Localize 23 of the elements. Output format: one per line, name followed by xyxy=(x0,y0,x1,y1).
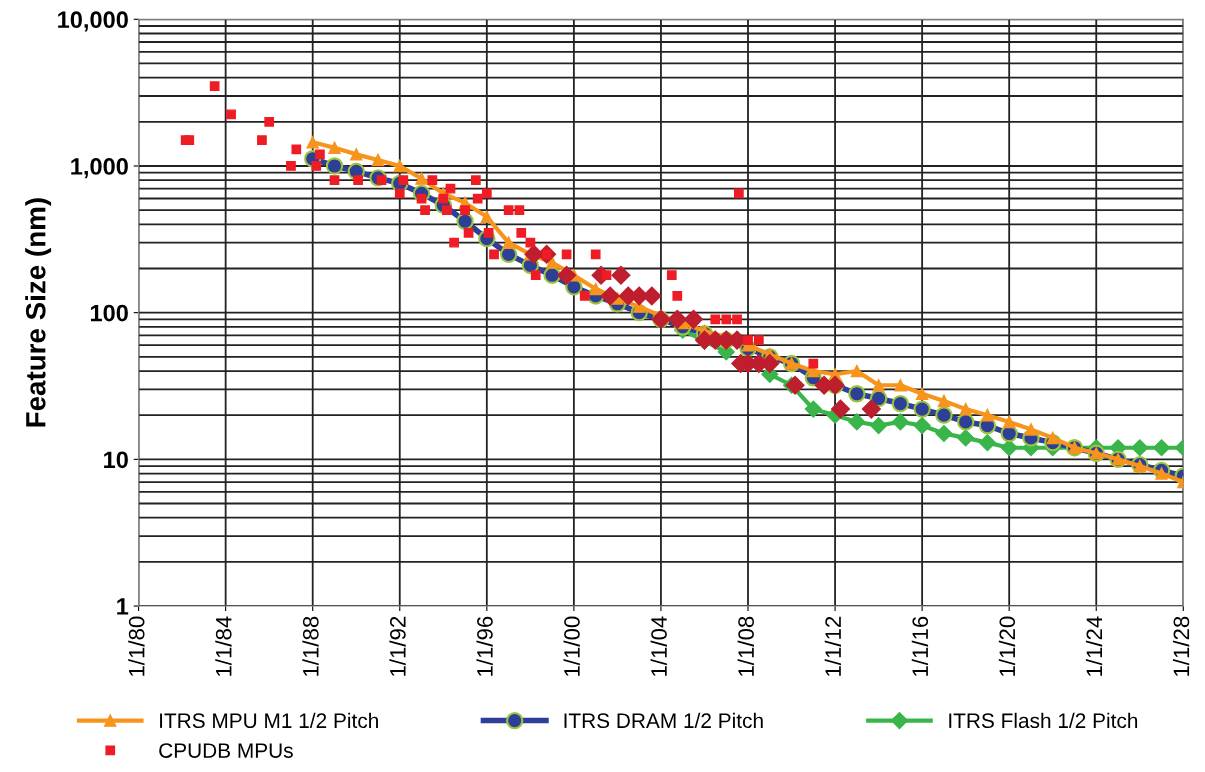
x-tick-label: 1/1/00 xyxy=(563,616,580,676)
x-tick-label: 1/1/88 xyxy=(302,616,319,676)
y-tick-label: 1 xyxy=(117,598,129,615)
y-tick-label: 10,000 xyxy=(58,11,128,32)
legend-label: ITRS DRAM 1/2 Pitch xyxy=(564,712,763,729)
x-tick-label: 1/1/04 xyxy=(650,616,667,676)
x-tick-label: 1/1/20 xyxy=(998,616,1016,676)
y-tick-label: 10 xyxy=(104,451,128,469)
legend-label: CPUDB MPUs xyxy=(159,743,293,758)
legend-label: ITRS Flash 1/2 Pitch xyxy=(949,712,1138,729)
x-tick-label: 1/1/08 xyxy=(737,616,754,676)
x-tick-label: 1/1/28 xyxy=(1172,616,1190,676)
x-tick-label: 1/1/80 xyxy=(128,616,145,676)
y-axis-title: Feature Size (nm) xyxy=(25,198,52,427)
legend-label: ITRS MPU M1 1/2 Pitch xyxy=(160,712,378,729)
x-tick-label: 1/1/84 xyxy=(215,616,232,676)
y-tick-label: 1,000 xyxy=(71,158,128,179)
x-tick-label: 1/1/24 xyxy=(1085,616,1103,676)
x-tick-label: 1/1/12 xyxy=(824,616,842,676)
x-tick-label: 1/1/96 xyxy=(476,616,493,676)
x-tick-label: 1/1/16 xyxy=(911,616,929,676)
x-tick-label: 1/1/92 xyxy=(389,616,406,676)
y-tick-label: 100 xyxy=(90,304,128,322)
